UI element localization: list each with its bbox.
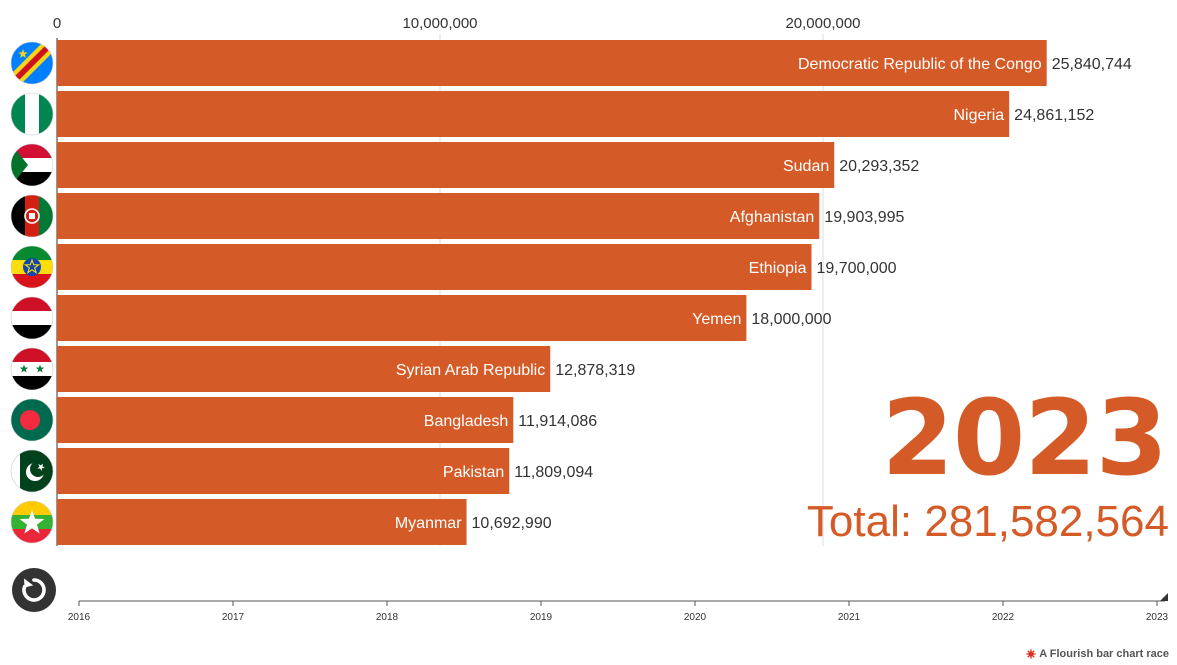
bar (57, 142, 834, 188)
bar-value-label: 19,700,000 (817, 260, 897, 277)
flourish-credit-text: A Flourish bar chart race (1039, 648, 1169, 660)
current-year-label: 2023 (882, 386, 1167, 490)
flag-mm-icon (11, 501, 53, 543)
bar-value-label: 11,809,094 (514, 464, 593, 481)
timeline-year-label: 2018 (376, 612, 399, 623)
timeline-handle[interactable] (1160, 593, 1168, 601)
total-label: Total: 281,582,564 (807, 500, 1169, 544)
flag-ng-icon (11, 93, 53, 135)
x-tick-label: 10,000,000 (402, 15, 477, 32)
bar-category-label: Nigeria (953, 107, 1004, 124)
timeline-year-label: 2019 (530, 612, 553, 623)
flourish-logo-icon (1026, 649, 1036, 659)
flag-sd-icon (11, 144, 53, 186)
x-tick-label: 0 (53, 15, 61, 32)
bar-value-label: 12,878,319 (555, 362, 635, 379)
bar-category-label: Sudan (783, 158, 829, 175)
flag-pk-icon (11, 450, 53, 492)
timeline-year-label: 2021 (838, 612, 861, 623)
bar-category-label: Myanmar (395, 515, 462, 532)
bar-group: Yemen 18,000,000 (57, 295, 832, 341)
bar (57, 193, 819, 239)
flag-af-icon (11, 195, 53, 237)
bar-value-label: 19,903,995 (824, 209, 904, 226)
bar (57, 448, 509, 494)
replay-button[interactable] (12, 568, 56, 612)
bar-group: Syrian Arab Republic 12,878,319 (57, 346, 635, 392)
bar-category-label: Afghanistan (730, 209, 815, 226)
timeline-year-label: 2023 (1146, 612, 1169, 623)
flourish-credit[interactable]: A Flourish bar chart race (1026, 648, 1169, 660)
bar-value-label: 25,840,744 (1052, 56, 1132, 73)
bar-category-label: Yemen (692, 311, 741, 328)
timeline: 2016 2017 2018 2019 2020 2021 2022 2023 (68, 593, 1169, 623)
bar-group: Myanmar 10,692,990 (57, 499, 552, 545)
bar-group: Afghanistan 19,903,995 (57, 193, 905, 239)
replay-icon (12, 568, 56, 612)
bar-category-label: Democratic Republic of the Congo (798, 56, 1042, 73)
bar-category-label: Syrian Arab Republic (396, 362, 545, 379)
bar-value-label: 10,692,990 (472, 515, 552, 532)
bar-value-label: 18,000,000 (751, 311, 831, 328)
timeline-year-label: 2022 (992, 612, 1015, 623)
bar-value-label: 11,914,086 (518, 413, 597, 430)
bar-group: Nigeria 24,861,152 (57, 91, 1094, 137)
timeline-year-label: 2017 (222, 612, 245, 623)
bar-group: Ethiopia 19,700,000 (57, 244, 897, 290)
x-tick-label: 20,000,000 (785, 15, 860, 32)
bar-value-label: 24,861,152 (1014, 107, 1094, 124)
bar-value-label: 20,293,352 (839, 158, 919, 175)
timeline-year-label: 2016 (68, 612, 91, 623)
flag-bd-icon (11, 399, 53, 441)
bar (57, 244, 812, 290)
flag-cd-icon (7, 38, 57, 88)
bar-category-label: Bangladesh (424, 413, 509, 430)
flag-sy-icon (11, 348, 53, 390)
bar (57, 91, 1009, 137)
bar-category-label: Ethiopia (749, 260, 807, 277)
bar-group: Bangladesh 11,914,086 (57, 397, 597, 443)
bar (57, 295, 746, 341)
bar-group: Democratic Republic of the Congo 25,840,7… (57, 40, 1132, 86)
timeline-year-label: 2020 (684, 612, 707, 623)
flag-et-icon (11, 246, 53, 288)
bar-group: Pakistan 11,809,094 (57, 448, 593, 494)
flag-ye-icon (11, 297, 53, 339)
bar-category-label: Pakistan (443, 464, 504, 481)
bar-group: Sudan 20,293,352 (57, 142, 919, 188)
